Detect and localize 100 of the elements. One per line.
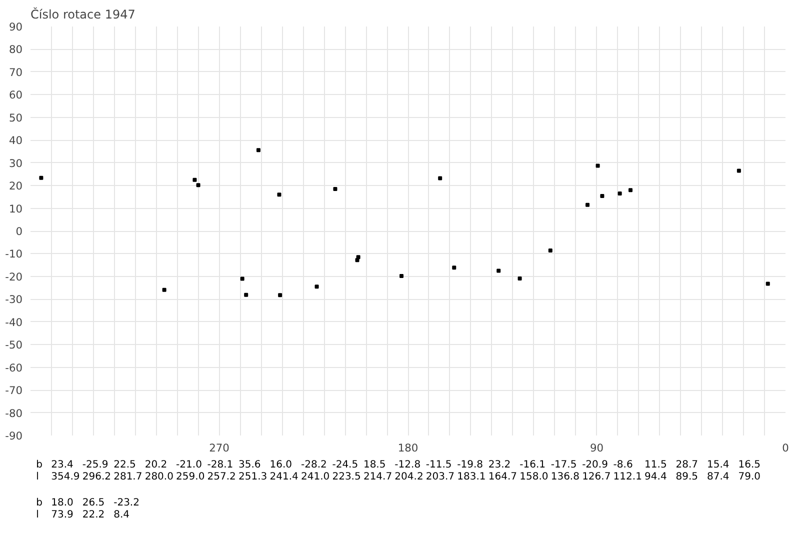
text: l: [36, 472, 39, 482]
text: 94.4: [644, 472, 667, 482]
text: 112.1: [613, 472, 642, 482]
point: [39, 176, 44, 180]
text: 11.5: [644, 460, 667, 470]
y-tick-label: -50: [5, 338, 23, 352]
text: 18.0: [51, 498, 74, 508]
text: 164.7: [488, 472, 518, 482]
y-tick-label: 40: [8, 134, 23, 148]
text: 204.2: [394, 472, 424, 482]
text: 28.7: [676, 460, 698, 470]
y-tick-label: 10: [8, 202, 23, 216]
text: 87.4: [707, 472, 730, 482]
point: [438, 176, 442, 180]
text: 8.4: [114, 510, 130, 520]
y-tick-label: -30: [5, 293, 23, 306]
text: 354.9: [51, 472, 80, 482]
point: [256, 148, 260, 152]
text: b: [36, 460, 42, 470]
text: 203.7: [426, 472, 455, 482]
text: 183.1: [457, 472, 486, 482]
text: 251.3: [238, 472, 268, 482]
y-tick-label: -10: [5, 248, 23, 261]
x-tick-label: 270: [209, 442, 230, 454]
text: -24.5: [332, 460, 358, 470]
text: 259.0: [176, 472, 205, 482]
text: 23.2: [488, 460, 511, 470]
y-tick-label: -90: [5, 430, 23, 442]
point: [196, 183, 200, 188]
x-tick-label: 90: [590, 442, 604, 454]
text: -25.9: [82, 460, 108, 470]
point: [586, 202, 590, 207]
text: 241.4: [270, 472, 298, 482]
point: [736, 168, 741, 173]
y-tick-label: 70: [8, 66, 23, 79]
text: -28.2: [300, 460, 327, 470]
point: [277, 192, 282, 197]
point: [766, 282, 770, 286]
text: 23.4: [51, 460, 74, 470]
x-tick-label: 180: [398, 442, 418, 454]
text: 89.5: [676, 472, 698, 482]
point: [240, 276, 244, 281]
text: 15.4: [707, 460, 730, 470]
y-tick-label: 20: [8, 180, 23, 193]
point: [628, 188, 633, 192]
text: -8.6: [613, 460, 633, 470]
text: b: [36, 498, 42, 508]
y-tick-label: -60: [5, 361, 23, 374]
y-tick-label: -70: [5, 384, 23, 398]
text: 20.2: [144, 460, 168, 470]
text: 16.5: [738, 460, 760, 470]
point: [548, 248, 552, 253]
text: 223.5: [332, 472, 361, 482]
text: -23.2: [114, 498, 140, 508]
point: [452, 266, 456, 270]
text: -17.5: [550, 460, 577, 470]
x-tick-label: 0: [782, 442, 790, 454]
y-tick-label: 80: [8, 43, 23, 56]
y-tick-label: 90: [8, 20, 23, 34]
point: [400, 274, 404, 278]
point: [600, 194, 604, 198]
y-tick-label: -80: [5, 406, 23, 420]
point: [356, 255, 360, 260]
point: [244, 292, 248, 297]
text: 257.2: [207, 472, 236, 482]
y-tick-label: -40: [5, 316, 23, 329]
text: 22.2: [82, 510, 105, 520]
text: -19.8: [457, 460, 484, 470]
text: -21.0: [176, 460, 202, 470]
text: 18.5: [363, 460, 386, 470]
y-tick-label: 50: [8, 111, 23, 124]
y-tick-label: 0: [16, 225, 23, 238]
text: 35.6: [238, 460, 261, 470]
point: [618, 192, 622, 196]
text: 79.0: [738, 472, 760, 482]
y-tick-label: -20: [5, 270, 23, 284]
text: -11.5: [426, 460, 452, 470]
text: -20.9: [582, 460, 608, 470]
point: [314, 284, 319, 289]
point: [496, 268, 501, 273]
text: 280.0: [144, 472, 174, 482]
text: 214.7: [363, 472, 392, 482]
point: [596, 164, 600, 168]
point: [162, 288, 166, 292]
point: [333, 186, 338, 191]
text: 126.7: [582, 472, 611, 482]
chart-title: Číslo rotace 1947: [30, 6, 136, 22]
text: -16.1: [520, 460, 546, 470]
text: 22.5: [114, 460, 136, 470]
y-tick-label: 60: [8, 88, 23, 102]
text: l: [36, 510, 39, 520]
y-tick-label: 30: [8, 156, 23, 170]
text: 73.9: [51, 510, 74, 520]
text: -28.1: [207, 460, 234, 470]
text: 241.0: [300, 472, 330, 482]
text: 281.7: [114, 472, 142, 482]
text: 26.5: [82, 498, 105, 508]
text: 136.8: [550, 472, 580, 482]
text: 158.0: [520, 472, 548, 482]
point: [278, 293, 282, 298]
